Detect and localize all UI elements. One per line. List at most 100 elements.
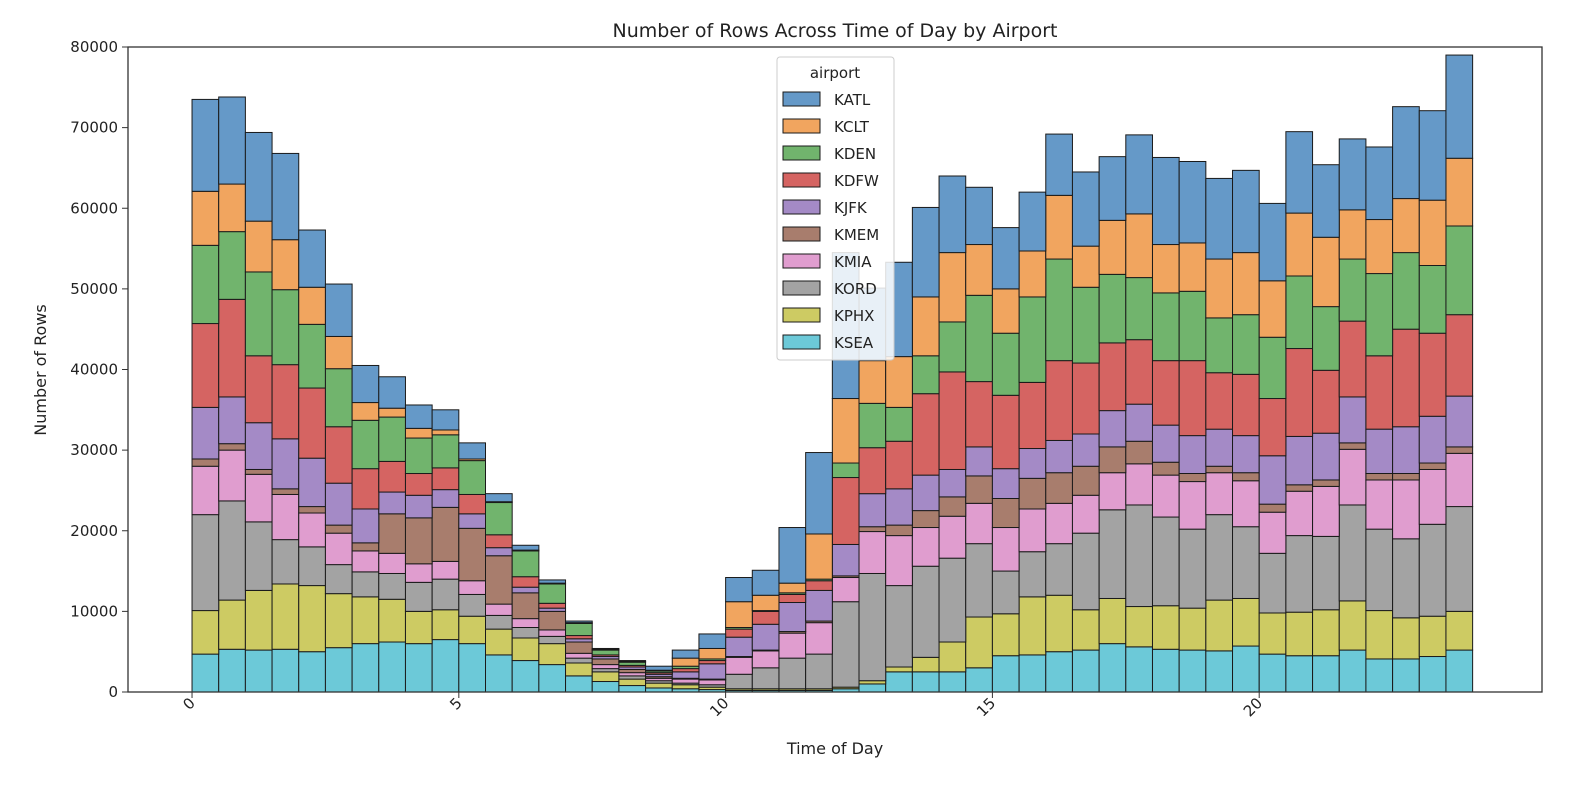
bar-ksea-32 <box>1045 651 1073 693</box>
bar-kden-4 <box>298 323 326 389</box>
bar-ksea-4 <box>298 651 326 693</box>
bar-ksea-37 <box>1178 649 1207 693</box>
bar-ksea-30 <box>991 655 1020 693</box>
bar-kden-12 <box>511 550 540 578</box>
bar-kmia-27 <box>911 527 940 567</box>
legend-label-kdfw: KDFW <box>834 172 879 190</box>
bar-katl-27 <box>911 206 940 298</box>
bar-kmem-31 <box>1018 477 1047 510</box>
bar-kmia-39 <box>1232 480 1260 528</box>
bar-kord-0 <box>191 514 220 612</box>
bar-kphx-33 <box>1071 609 1100 651</box>
bar-kmem-34 <box>1098 446 1127 474</box>
bar-kclt-4 <box>298 286 326 325</box>
bar-kdfw-2 <box>244 355 273 424</box>
bar-kmia-32 <box>1045 502 1073 545</box>
bar-kmem-43 <box>1338 442 1367 450</box>
bar-kord-26 <box>885 585 913 668</box>
bar-kord-30 <box>991 570 1020 615</box>
bar-kdfw-28 <box>938 371 967 470</box>
bar-kmem-45 <box>1392 473 1420 481</box>
bar-kmem-8 <box>404 517 433 565</box>
bar-kphx-34 <box>1098 597 1127 645</box>
bar-kmem-25 <box>858 526 887 533</box>
bar-kord-2 <box>244 521 273 591</box>
bar-katl-6 <box>351 364 380 404</box>
bar-kmem-6 <box>351 542 380 552</box>
bar-ksea-15 <box>591 681 620 693</box>
bar-katl-21 <box>751 569 780 596</box>
bar-kclt-41 <box>1285 212 1314 277</box>
bar-kmem-13 <box>538 610 567 631</box>
bar-kden-29 <box>965 294 993 383</box>
bar-kmem-5 <box>324 524 353 534</box>
bar-kden-32 <box>1045 258 1073 362</box>
bar-kdfw-22 <box>778 593 807 604</box>
bar-kmia-19 <box>698 679 727 686</box>
bar-kord-37 <box>1178 528 1207 609</box>
bar-kjfk-8 <box>404 494 433 519</box>
bar-katl-33 <box>1071 171 1100 247</box>
bar-kden-8 <box>404 437 433 475</box>
bar-ksea-31 <box>1018 654 1047 693</box>
bar-kphx-16 <box>618 678 647 687</box>
bar-ksea-11 <box>485 654 513 693</box>
bar-kord-33 <box>1071 532 1100 611</box>
bar-ksea-3 <box>271 648 300 693</box>
bar-kclt-18 <box>671 657 700 667</box>
bar-kmem-4 <box>298 506 326 514</box>
bar-kclt-23 <box>805 533 833 580</box>
bar-ksea-33 <box>1071 649 1100 693</box>
bar-kclt-24 <box>831 398 860 464</box>
bar-kmem-1 <box>218 443 246 451</box>
bar-kclt-22 <box>778 582 807 594</box>
bar-kord-10 <box>458 593 487 617</box>
bar-kmia-31 <box>1018 508 1047 553</box>
bar-kmem-10 <box>458 527 487 582</box>
bar-kord-36 <box>1151 516 1180 607</box>
bar-kden-13 <box>538 583 567 604</box>
legend-swatch-kphx <box>782 307 821 323</box>
bar-kjfk-4 <box>298 457 326 508</box>
bar-kden-0 <box>191 244 220 325</box>
bar-kdfw-27 <box>911 393 940 476</box>
bar-kdfw-23 <box>805 580 833 591</box>
bar-kmia-28 <box>938 515 967 559</box>
bar-kden-6 <box>351 419 380 470</box>
bar-kmia-3 <box>271 493 300 541</box>
bar-kdfw-42 <box>1312 369 1340 434</box>
bar-kdfw-38 <box>1205 372 1234 430</box>
bar-katl-40 <box>1258 202 1287 282</box>
bar-kjfk-0 <box>191 406 220 460</box>
chart-title: Number of Rows Across Time of Day by Air… <box>613 20 1058 42</box>
y-axis: 0 10000 20000 30000 40000 50000 60000 70000 8000… <box>70 38 128 701</box>
legend-swatch-katl <box>782 91 821 107</box>
bar-katl-30 <box>991 227 1020 290</box>
bar-kclt-47 <box>1445 157 1474 227</box>
bar-kphx-17 <box>645 682 673 689</box>
bar-kord-9 <box>431 578 460 611</box>
bar-kjfk-32 <box>1045 439 1073 474</box>
bar-kmia-8 <box>404 563 433 583</box>
bar-ksea-10 <box>458 643 487 693</box>
bar-ksea-26 <box>885 671 913 693</box>
legend-swatch-kdfw <box>782 172 821 188</box>
y-tick-label: 0 <box>108 683 118 701</box>
bar-katl-1 <box>218 96 246 185</box>
bar-kjfk-45 <box>1392 426 1420 474</box>
bar-ksea-12 <box>511 660 540 693</box>
bar-kdfw-35 <box>1125 339 1153 405</box>
bar-kphx-14 <box>565 662 593 677</box>
bar-kjfk-29 <box>965 446 993 477</box>
bar-kord-7 <box>378 572 406 600</box>
bar-kden-25 <box>858 402 887 449</box>
bar-kden-39 <box>1232 314 1260 375</box>
bar-kjfk-23 <box>805 589 833 622</box>
bar-kclt-43 <box>1338 209 1367 260</box>
bar-katl-3 <box>271 152 300 241</box>
bar-kmem-7 <box>378 513 406 554</box>
bar-ksea-13 <box>538 664 567 693</box>
bar-kphx-13 <box>538 643 567 666</box>
bar-kphx-1 <box>218 599 246 650</box>
bar-ksea-28 <box>938 671 967 693</box>
